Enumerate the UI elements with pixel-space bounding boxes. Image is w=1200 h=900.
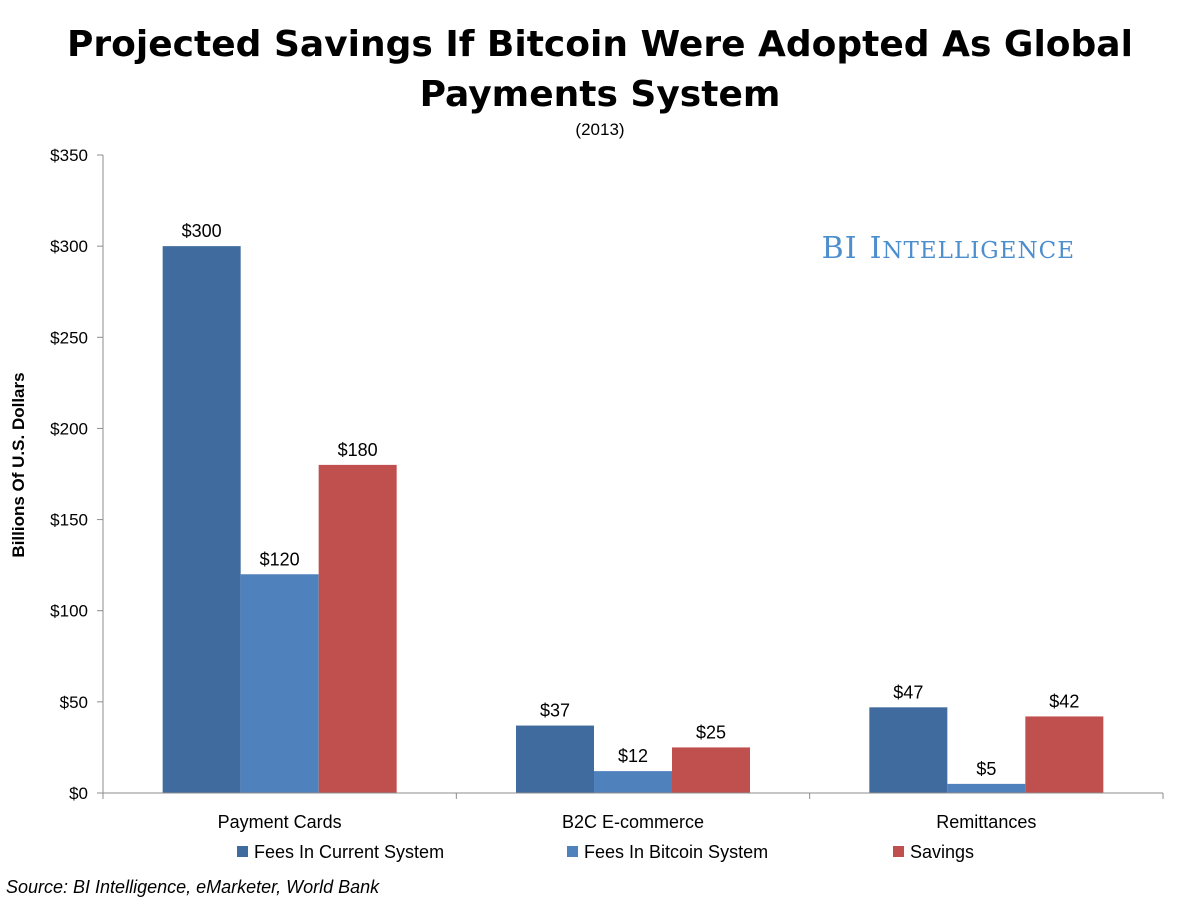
data-label: $300 — [182, 221, 222, 241]
bar — [162, 246, 241, 794]
legend-label: Savings — [910, 842, 974, 862]
bar — [1025, 716, 1104, 793]
y-tick-label: $250 — [50, 328, 88, 347]
brand-watermark: BI INTELLIGENCE — [822, 231, 1075, 266]
legend-label: Fees In Bitcoin System — [584, 842, 768, 862]
bar — [947, 783, 1026, 793]
y-tick-label: $350 — [50, 146, 88, 165]
brand-rest-initial: I — [870, 231, 883, 266]
bar — [869, 707, 948, 793]
y-tick-label: $50 — [60, 693, 88, 712]
x-category-label: Remittances — [936, 812, 1036, 832]
bar — [240, 574, 319, 793]
chart-subtitle: (2013) — [575, 120, 624, 139]
y-axis: $0 $50 $100 $150 $200 $250 $300 $350 — [50, 146, 104, 803]
y-tick-label: $300 — [50, 237, 88, 256]
bar — [672, 747, 750, 793]
legend-swatch — [567, 846, 578, 857]
x-axis: Payment Cards B2C E-commerce Remittances — [102, 792, 1164, 832]
legend-label: Fees In Current System — [254, 842, 444, 862]
legend-swatch — [893, 846, 904, 857]
bar — [318, 464, 397, 793]
data-label: $120 — [260, 549, 300, 569]
y-tick-label: $100 — [50, 602, 88, 621]
y-tick-label: $150 — [50, 511, 88, 530]
chart-title-line-1: Projected Savings If Bitcoin Were Adopte… — [67, 24, 1133, 65]
source-note: Source: BI Intelligence, eMarketer, Worl… — [6, 877, 380, 897]
data-label: $5 — [976, 759, 996, 779]
bars-group: $300 $120 $180 $37 $12 $25 $47 $5 $42 — [162, 221, 1104, 794]
legend-swatch — [237, 846, 248, 857]
brand-lead: BI — [822, 231, 858, 266]
data-label: $42 — [1049, 691, 1079, 711]
bar — [516, 725, 594, 793]
chart-title-line-2: Payments System — [420, 74, 781, 115]
y-tick-label: $200 — [50, 419, 88, 438]
data-label: $25 — [696, 722, 726, 742]
data-label: $47 — [893, 682, 923, 702]
brand-rest-small: NTELLIGENCE — [882, 238, 1075, 264]
x-category-label: Payment Cards — [218, 812, 342, 832]
y-tick-label: $0 — [69, 784, 88, 803]
x-category-label: B2C E-commerce — [562, 812, 704, 832]
data-label: $37 — [540, 701, 570, 721]
data-label: $12 — [618, 746, 648, 766]
bar — [594, 771, 672, 793]
y-axis-label: Billions Of U.S. Dollars — [9, 372, 28, 557]
data-label: $180 — [338, 440, 378, 460]
legend: Fees In Current System Fees In Bitcoin Sy… — [237, 842, 974, 862]
